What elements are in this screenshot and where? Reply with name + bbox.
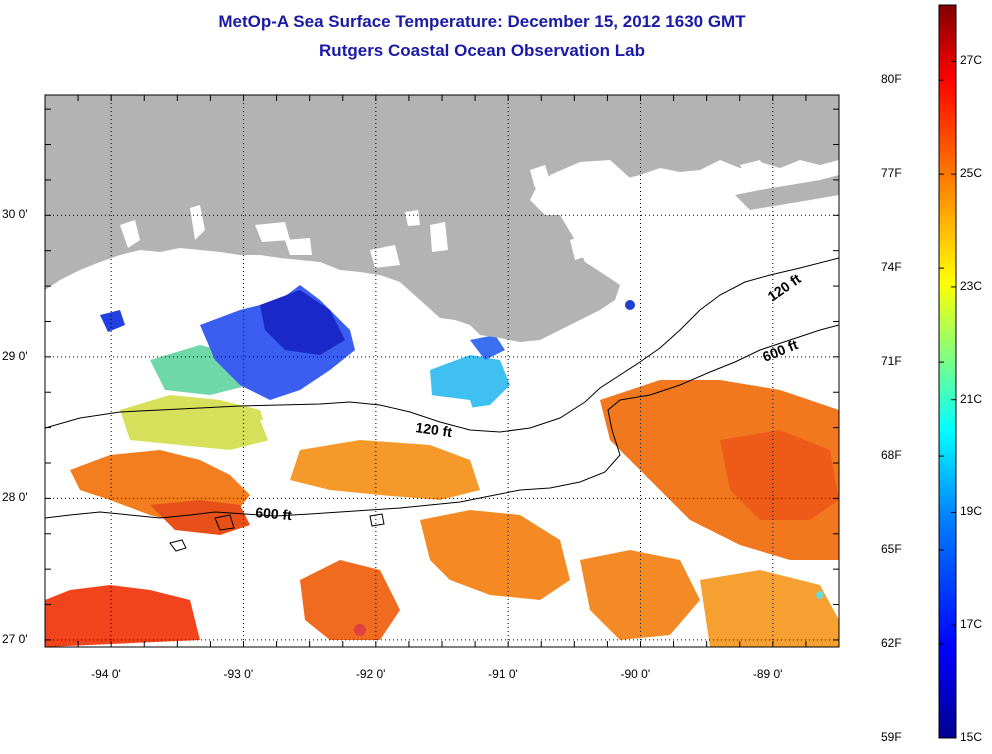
sst-spot (354, 624, 366, 636)
sst-patch (300, 560, 400, 640)
sst-patch (260, 290, 345, 355)
lat-tick-label: 28 0' (2, 490, 28, 505)
lon-tick-label: -91 0' (488, 667, 518, 681)
water-body (705, 175, 839, 345)
contour-600ft (45, 324, 839, 519)
sst-data-layer (45, 95, 839, 647)
map-subtitle: Rutgers Coastal Ocean Observation Lab (319, 41, 645, 60)
water-body (550, 160, 630, 212)
bathymetry-contours (45, 257, 839, 552)
sst-patch (120, 395, 270, 450)
lon-tick-label: -90 0' (620, 667, 651, 681)
colorbar-fahrenheit-label: 65F (881, 542, 902, 557)
colorbar-celsius-label: 15C (960, 730, 983, 744)
lat-tick-label: 27 0' (2, 631, 28, 646)
cloud-gap (690, 300, 839, 385)
cloud-gap (380, 380, 480, 440)
water-body (530, 165, 550, 188)
water-body (370, 245, 400, 268)
graticule (45, 95, 839, 647)
lat-tick-label: 30 0' (2, 207, 28, 222)
axis-ticks (44, 95, 840, 647)
lon-tick-label: -89 0' (752, 667, 783, 681)
colorbar-fahrenheit-label: 68F (881, 448, 902, 463)
water-body (570, 235, 590, 260)
lon-tick-label: -93 0' (223, 667, 254, 681)
cloud-gap (620, 495, 670, 545)
colorbar-celsius-label: 23C (960, 278, 983, 293)
sst-patch (45, 585, 200, 647)
contour-120ft (45, 257, 839, 433)
colorbar-fahrenheit-label: 59F (881, 730, 902, 744)
water-body (120, 220, 140, 248)
sst-patch (430, 355, 510, 410)
sst-spot (625, 300, 635, 310)
contour-label: 600 ft (255, 504, 293, 523)
contour-label: 120 ft (415, 419, 454, 440)
cloud-gap (45, 505, 150, 580)
sst-patch (150, 500, 250, 535)
water-body (255, 222, 290, 242)
colorbar-celsius-label: 25C (960, 166, 983, 181)
sst-patch (420, 510, 570, 600)
lat-tick-label: 29 0' (2, 348, 28, 363)
cloud-gap (490, 430, 610, 490)
cloud-gap (45, 295, 100, 345)
colorbar-celsius-label: 19C (960, 504, 983, 519)
sst-spot (816, 591, 824, 599)
colorbar-ticks (939, 60, 956, 739)
contour-islet (169, 539, 187, 552)
cloud-gap (260, 415, 340, 445)
colorbar-fahrenheit-label: 62F (881, 636, 902, 651)
sst-patch (700, 570, 839, 647)
sst-patch (290, 440, 480, 500)
map-title: MetOp-A Sea Surface Temperature: Decembe… (218, 12, 746, 31)
sst-patch (470, 335, 505, 360)
land (735, 175, 839, 210)
colorbar (938, 4, 957, 739)
water-body (405, 210, 420, 226)
lon-tick-label: -92 0' (355, 667, 386, 681)
contour-islet (369, 513, 385, 527)
colorbar-celsius-label: 17C (960, 617, 983, 632)
lon-tick-label: -94 0' (91, 667, 121, 681)
colorbar-fahrenheit-label: 74F (881, 260, 902, 275)
water-body (430, 222, 448, 252)
land (45, 95, 839, 342)
cloud-gap (45, 395, 110, 455)
colorbar-fahrenheit-label: 80F (881, 72, 902, 87)
sst-patch (720, 430, 839, 520)
colorbar-fahrenheit-label: 71F (881, 354, 902, 369)
colorbar-celsius-label: 21C (960, 391, 983, 406)
contour-islet (214, 514, 235, 531)
water-body (285, 238, 312, 255)
water-body (740, 160, 770, 180)
sst-patch (100, 310, 125, 332)
colorbar-fahrenheit-label: 77F (881, 166, 902, 181)
water-body (190, 205, 205, 240)
water-body (780, 165, 805, 185)
colorbar-celsius-label: 27C (960, 53, 983, 68)
cloud-gap (195, 540, 290, 605)
